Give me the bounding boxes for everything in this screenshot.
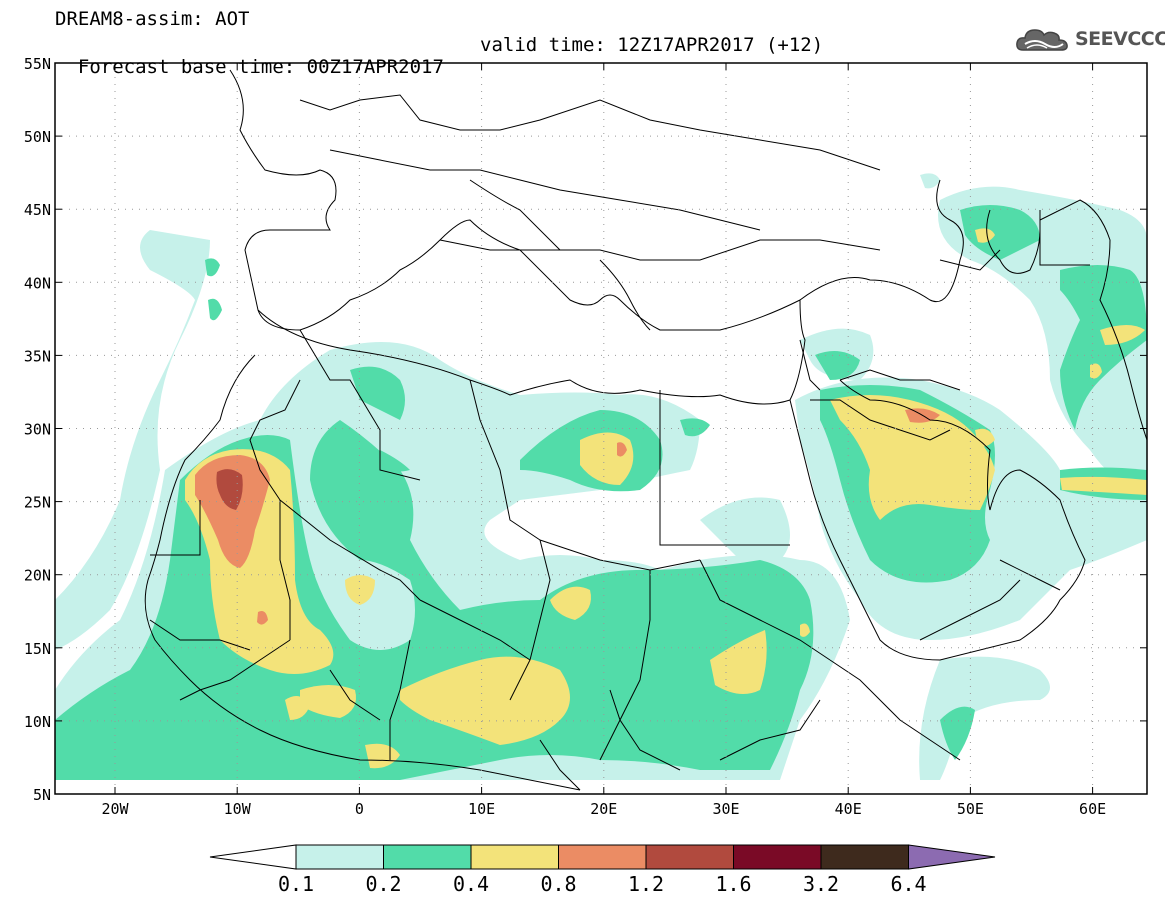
logo-text: SEEVCCC: [1075, 28, 1165, 50]
colorbar-segment: [383, 844, 472, 870]
lat-label: 35N: [24, 347, 51, 365]
lat-label: 10N: [24, 713, 51, 731]
lat-label: 30N: [24, 421, 51, 439]
colorbar-label: 0.2: [365, 872, 401, 896]
aot-level-1.2: [216, 469, 243, 510]
latitude-axis: 55N 50N 45N 40N 35N 30N 25N 20N 15N 10N 5N: [24, 55, 1147, 804]
lon-label: 30E: [712, 800, 739, 818]
colorbar-segment: [295, 844, 384, 870]
lat-label: 20N: [24, 567, 51, 585]
boundaries: [144, 69, 1147, 791]
colorbar-label: 0.4: [453, 872, 489, 896]
lon-label: 20E: [590, 800, 617, 818]
forecast-times: Forecast base time: 00Z17APR2017 valid t…: [55, 34, 823, 100]
lon-label: 10E: [468, 800, 495, 818]
lat-label: 25N: [24, 494, 51, 512]
lon-label: 40E: [835, 800, 862, 818]
map-title: DREAM8-assim: AOT: [55, 8, 250, 30]
colorbar-label: 0.1: [278, 872, 314, 896]
colorbar-under-triangle: [209, 844, 297, 870]
lat-label: 50N: [24, 128, 51, 146]
lon-label: 50E: [957, 800, 984, 818]
aot-level-0.4: [185, 228, 1147, 769]
base-time: Forecast base time: 00Z17APR2017: [77, 56, 444, 78]
lon-label: 20W: [101, 800, 129, 818]
aot-field: [55, 173, 1147, 780]
lon-label: 0: [355, 800, 364, 818]
colorbar-label: 0.8: [540, 872, 576, 896]
lon-label: 60E: [1079, 800, 1106, 818]
seevccc-logo: SEEVCCC: [1015, 22, 1165, 56]
cloud-icon: [1016, 29, 1068, 51]
colorbar-over-triangle: [908, 844, 996, 870]
colorbar-segment: [470, 844, 559, 870]
lat-label: 5N: [33, 786, 51, 804]
colorbar-segment: [733, 844, 822, 870]
colorbar-label: 6.4: [890, 872, 926, 896]
aot-level-0.8: [195, 408, 940, 625]
colorbar-label: 3.2: [803, 872, 839, 896]
colorbar-segment: [558, 844, 647, 870]
lon-label: 10W: [224, 800, 252, 818]
colorbar-label: 1.2: [628, 872, 664, 896]
gridlines: [55, 63, 1147, 794]
colorbar-segment: [645, 844, 734, 870]
lat-label: 55N: [24, 55, 51, 73]
colorbar-label: 1.6: [715, 872, 751, 896]
longitude-axis: 20W 10W 0 10E 20E 30E 40E 50E 60E: [101, 63, 1106, 818]
colorbar-segment: [820, 844, 909, 870]
lat-label: 45N: [24, 201, 51, 219]
colorbar: 0.1 0.2 0.4 0.8 1.2 1.6 3.2 6.4: [209, 844, 996, 896]
lat-label: 15N: [24, 640, 51, 658]
lat-label: 40N: [24, 274, 51, 292]
valid-time: valid time: 12Z17APR2017 (+12): [480, 34, 824, 56]
